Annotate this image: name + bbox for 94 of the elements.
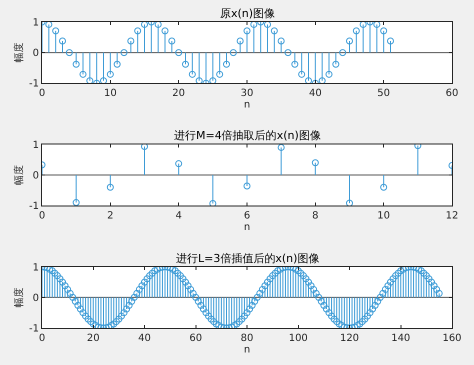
point [59,37,66,44]
point [168,37,176,44]
y-tick-label: 1 [32,18,39,28]
point [154,22,162,28]
x-tick-label: 10 [377,210,390,222]
point [141,144,148,150]
point [100,77,107,84]
y-axis-title: 幅度 [13,42,26,63]
x-tick-label: 120 [340,333,360,344]
x-tick-label: 6 [244,210,250,222]
y-tick-label: -1 [29,201,39,212]
x-tick-label: 80 [240,333,254,344]
point [196,77,203,84]
y-tick-label: -1 [29,324,39,334]
chart-title: 进行L=3倍插值后的x(n)图像 [176,252,320,265]
y-axis-title: 幅度 [13,287,26,308]
x-tick-label: 10 [104,88,117,100]
point [216,70,224,78]
point [360,22,367,28]
point [380,27,388,34]
point [114,60,121,68]
point [291,60,298,68]
point [52,27,60,34]
point [182,60,189,68]
x-tick-label: 20 [86,333,100,344]
x-tick-label: 8 [312,210,319,222]
point [332,60,340,68]
y-tick-label: 1 [32,140,39,151]
point [414,144,422,150]
point [141,22,148,28]
point [250,22,258,28]
point [72,199,80,206]
point [127,37,134,44]
x-tick-label: 60 [446,88,458,100]
point [305,77,312,84]
point [80,70,86,78]
point [86,77,94,84]
point [72,60,80,68]
point [278,144,285,151]
point [209,77,216,84]
x-tick-label: 2 [107,210,114,222]
y-tick-label: 1 [32,262,39,274]
x-axis-title: n [244,222,250,234]
point [244,27,250,34]
x-axis-title: n [244,344,250,356]
point [223,60,230,68]
x-tick-label: 12 [446,210,458,222]
point [278,37,285,44]
point [236,37,244,44]
point [339,49,346,56]
point [270,27,278,34]
y-tick-label: 0 [32,170,39,182]
point [175,160,182,168]
y-tick-label: 0 [32,48,39,60]
point [66,49,73,56]
point [45,22,52,28]
x-axis-title: n [244,100,250,111]
point [120,49,128,56]
x-tick-label: 40 [308,88,322,100]
x-tick-label: 60 [189,333,202,344]
point [352,27,360,34]
point [175,49,182,56]
point [162,27,168,34]
x-tick-label: 100 [288,333,308,344]
chart-title: 进行M=4倍抽取后的x(n)图像 [174,129,321,142]
chart-title: 原x(n)图像 [220,7,276,20]
point [230,49,237,56]
point [373,22,380,28]
y-tick-label: 0 [32,292,39,304]
x-tick-label: 30 [240,88,254,100]
point [298,70,306,78]
point [209,200,216,206]
point [106,184,114,191]
point [346,200,353,206]
point [244,182,250,190]
point [284,49,292,56]
y-axis-title: 幅度 [13,165,26,185]
x-tick-label: 50 [377,88,390,100]
x-tick-label: 160 [442,333,462,344]
point [134,27,142,34]
point [318,77,326,84]
point [312,159,319,166]
x-tick-label: 40 [138,333,151,344]
point [106,70,114,78]
y-tick-label: -1 [29,78,39,90]
point [346,37,353,44]
x-tick-label: 4 [175,210,182,222]
point [387,37,394,44]
point [380,184,388,191]
point [326,70,332,78]
x-tick-label: 20 [172,88,186,100]
point [264,22,271,28]
x-tick-label: 140 [391,333,410,344]
point [188,70,196,78]
